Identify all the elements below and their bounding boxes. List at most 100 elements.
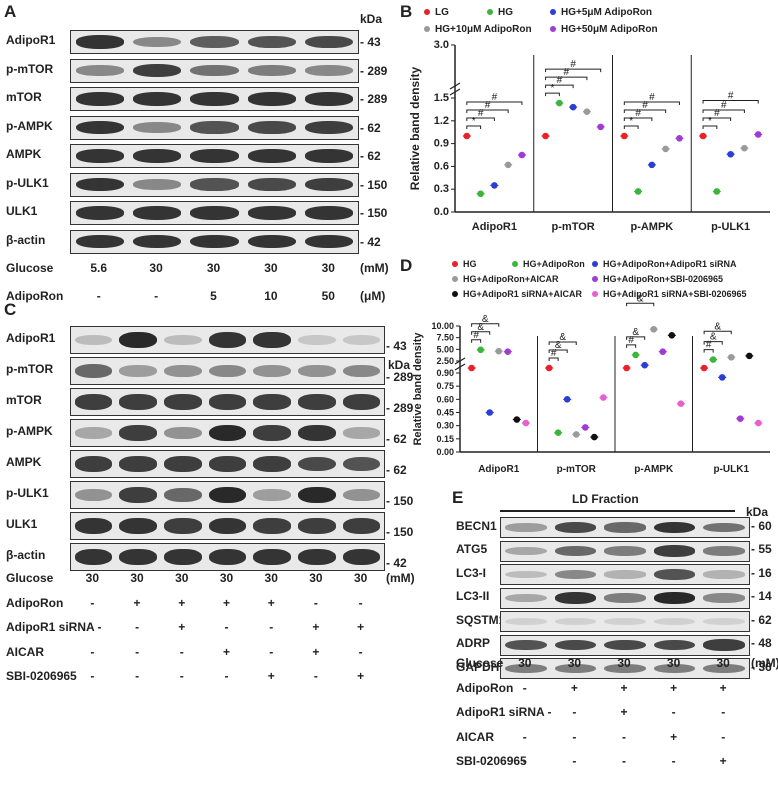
significance-bracket bbox=[703, 330, 732, 335]
legend-marker bbox=[452, 276, 458, 282]
blot-label-ampk: AMPK bbox=[6, 455, 42, 469]
significance-bracket bbox=[702, 99, 759, 104]
condition-value: - bbox=[90, 669, 95, 683]
significance-bracket bbox=[623, 117, 653, 121]
panel-letter-b: B bbox=[400, 2, 413, 21]
condition-value: - bbox=[622, 729, 626, 744]
significance-mark: # bbox=[570, 59, 576, 70]
blot-band bbox=[703, 663, 746, 674]
condition-value: - bbox=[671, 754, 676, 768]
condition-value: + bbox=[267, 669, 275, 683]
blot-band bbox=[190, 64, 239, 77]
blot-label-p-ampk: p-AMPK bbox=[6, 424, 53, 438]
legend-label: HG+10μM AdipoRon bbox=[435, 24, 532, 35]
blot-band bbox=[554, 663, 597, 674]
blot-band bbox=[119, 518, 157, 534]
condition-value: - bbox=[572, 705, 577, 719]
kda-marker: - 150 bbox=[386, 525, 414, 539]
kda-marker: - 289 bbox=[360, 63, 388, 78]
condition-value: - bbox=[572, 729, 577, 744]
blot-strip-becn1 bbox=[500, 517, 750, 538]
condition-value: + bbox=[357, 669, 365, 683]
blot-band bbox=[554, 639, 597, 651]
blot-band bbox=[75, 206, 124, 220]
kda-marker: - 48 bbox=[751, 636, 772, 650]
legend-label: HG bbox=[463, 259, 477, 269]
blot-band bbox=[253, 394, 291, 410]
blot-band bbox=[305, 92, 354, 106]
condition-label-adiporon: AdipoRon bbox=[6, 289, 64, 303]
legend-label: HG+50μM AdipoRon bbox=[561, 24, 658, 35]
blot-strip-mtor bbox=[70, 87, 359, 111]
blot-band bbox=[119, 487, 157, 503]
blot-strip-sqstm1 bbox=[500, 611, 750, 632]
significance-bracket bbox=[466, 117, 495, 121]
y-tick-label: 0.3 bbox=[434, 183, 449, 195]
kda-marker: - 42 bbox=[360, 234, 381, 249]
significance-mark: & bbox=[632, 327, 639, 338]
condition-value: 30 bbox=[149, 261, 163, 275]
blot-band bbox=[132, 206, 182, 220]
significance-mark: # bbox=[492, 92, 498, 103]
blot-strip-p-ampk bbox=[70, 419, 385, 447]
blot-band bbox=[119, 331, 157, 349]
y-axis-label: Relative band density bbox=[408, 66, 422, 190]
condition-value: 5.6 bbox=[90, 261, 108, 275]
axis-break bbox=[449, 82, 461, 90]
condition-value: + bbox=[222, 644, 230, 659]
condition-value: 30 bbox=[309, 571, 323, 585]
blot-label-becn1: BECN1 bbox=[456, 518, 497, 533]
blot-band bbox=[75, 149, 124, 163]
condition-value: - bbox=[90, 644, 95, 659]
blot-label-p-mtor: p-mTOR bbox=[6, 362, 54, 376]
condition-value: - bbox=[522, 754, 527, 768]
kda-marker: - 62 bbox=[751, 612, 772, 627]
blot-label-p-mtor: p-mTOR bbox=[6, 61, 54, 76]
blot-band bbox=[298, 518, 336, 534]
condition-label-adiporon: AdipoRon bbox=[6, 595, 64, 610]
kda-marker: - 150 bbox=[360, 177, 388, 192]
condition-value: + bbox=[620, 705, 628, 719]
legend-marker bbox=[550, 9, 556, 15]
significance-mark: # bbox=[478, 108, 484, 119]
kda-marker: - 150 bbox=[360, 206, 388, 220]
blot-band bbox=[208, 518, 247, 534]
legend-marker bbox=[452, 291, 458, 297]
blot-band bbox=[703, 639, 746, 651]
legend-marker bbox=[487, 9, 493, 15]
legend-label: HG+5μM AdipoRon bbox=[561, 7, 652, 18]
y-tick-label: 7.50 bbox=[436, 333, 454, 343]
y-tick-label: 0.9 bbox=[434, 138, 449, 150]
blot-band bbox=[653, 639, 696, 651]
condition-value: - bbox=[224, 620, 229, 634]
blot-band bbox=[253, 518, 291, 534]
blot-band bbox=[164, 456, 202, 472]
legend-marker bbox=[592, 291, 598, 297]
significance-bracket bbox=[545, 76, 588, 81]
x-tick-label: p-mTOR bbox=[557, 464, 597, 475]
condition-value: - bbox=[269, 620, 274, 634]
condition-value: - bbox=[135, 644, 140, 659]
blot-band bbox=[247, 65, 296, 76]
blot-band bbox=[554, 592, 597, 604]
x-tick-label: AdipoR1 bbox=[478, 464, 520, 475]
significance-bracket bbox=[471, 331, 491, 335]
significance-mark: # bbox=[721, 100, 727, 111]
blot-band bbox=[247, 121, 296, 134]
blot-band bbox=[119, 425, 157, 441]
blot-band bbox=[253, 332, 291, 348]
condition-value: + bbox=[178, 595, 186, 610]
significance-mark: & bbox=[555, 340, 562, 351]
significance-bracket bbox=[702, 125, 718, 129]
legend-label: HG+AdipoRon+SBI-0206965 bbox=[603, 274, 723, 284]
panel-e-header: LD Fraction bbox=[572, 492, 639, 506]
kda-marker: - 150 bbox=[386, 494, 414, 508]
significance-mark: & bbox=[559, 332, 566, 343]
blot-label-p-ulk1: p-ULK1 bbox=[6, 486, 49, 500]
legend-marker bbox=[424, 9, 430, 15]
condition-value: 30 bbox=[264, 571, 278, 585]
blot-strip-adrp bbox=[500, 634, 750, 656]
condition-value: + bbox=[570, 680, 578, 695]
kda-marker: - 43 bbox=[360, 35, 381, 49]
blot-band bbox=[75, 120, 124, 135]
